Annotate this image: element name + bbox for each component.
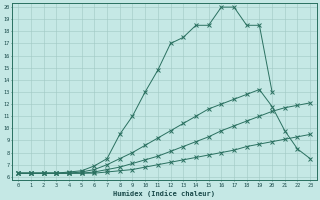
X-axis label: Humidex (Indice chaleur): Humidex (Indice chaleur) [113,190,215,197]
